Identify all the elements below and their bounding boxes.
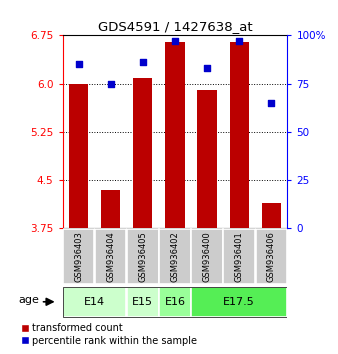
Text: GSM936401: GSM936401 <box>235 231 244 282</box>
FancyBboxPatch shape <box>191 229 223 284</box>
Point <box>204 65 210 71</box>
Bar <box>165 42 185 228</box>
Bar <box>262 202 281 228</box>
FancyBboxPatch shape <box>127 229 159 284</box>
Point <box>108 81 114 86</box>
Point <box>237 38 242 44</box>
Text: GSM936402: GSM936402 <box>170 231 179 282</box>
Bar <box>101 190 120 228</box>
Bar <box>69 84 88 228</box>
FancyBboxPatch shape <box>159 287 191 317</box>
Bar <box>197 90 217 228</box>
Point <box>172 38 178 44</box>
Legend: transformed count, percentile rank within the sample: transformed count, percentile rank withi… <box>22 324 197 346</box>
Text: GSM936405: GSM936405 <box>138 231 147 282</box>
Text: GSM936403: GSM936403 <box>74 231 83 282</box>
Point <box>140 59 145 65</box>
FancyBboxPatch shape <box>127 287 159 317</box>
Text: GSM936404: GSM936404 <box>106 231 115 282</box>
Bar <box>133 79 152 228</box>
FancyBboxPatch shape <box>95 229 126 284</box>
FancyBboxPatch shape <box>256 229 287 284</box>
FancyBboxPatch shape <box>223 229 255 284</box>
Text: age: age <box>19 295 40 305</box>
Title: GDS4591 / 1427638_at: GDS4591 / 1427638_at <box>98 20 252 33</box>
Text: E15: E15 <box>132 297 153 307</box>
Text: GSM936400: GSM936400 <box>202 231 212 282</box>
FancyBboxPatch shape <box>191 287 287 317</box>
Point <box>268 100 274 106</box>
Point <box>76 62 81 67</box>
FancyBboxPatch shape <box>159 229 191 284</box>
Text: GSM936406: GSM936406 <box>267 231 276 282</box>
FancyBboxPatch shape <box>63 229 94 284</box>
Text: E16: E16 <box>164 297 186 307</box>
Text: E14: E14 <box>84 297 105 307</box>
FancyBboxPatch shape <box>63 287 126 317</box>
Bar <box>230 42 249 228</box>
Text: E17.5: E17.5 <box>223 297 255 307</box>
